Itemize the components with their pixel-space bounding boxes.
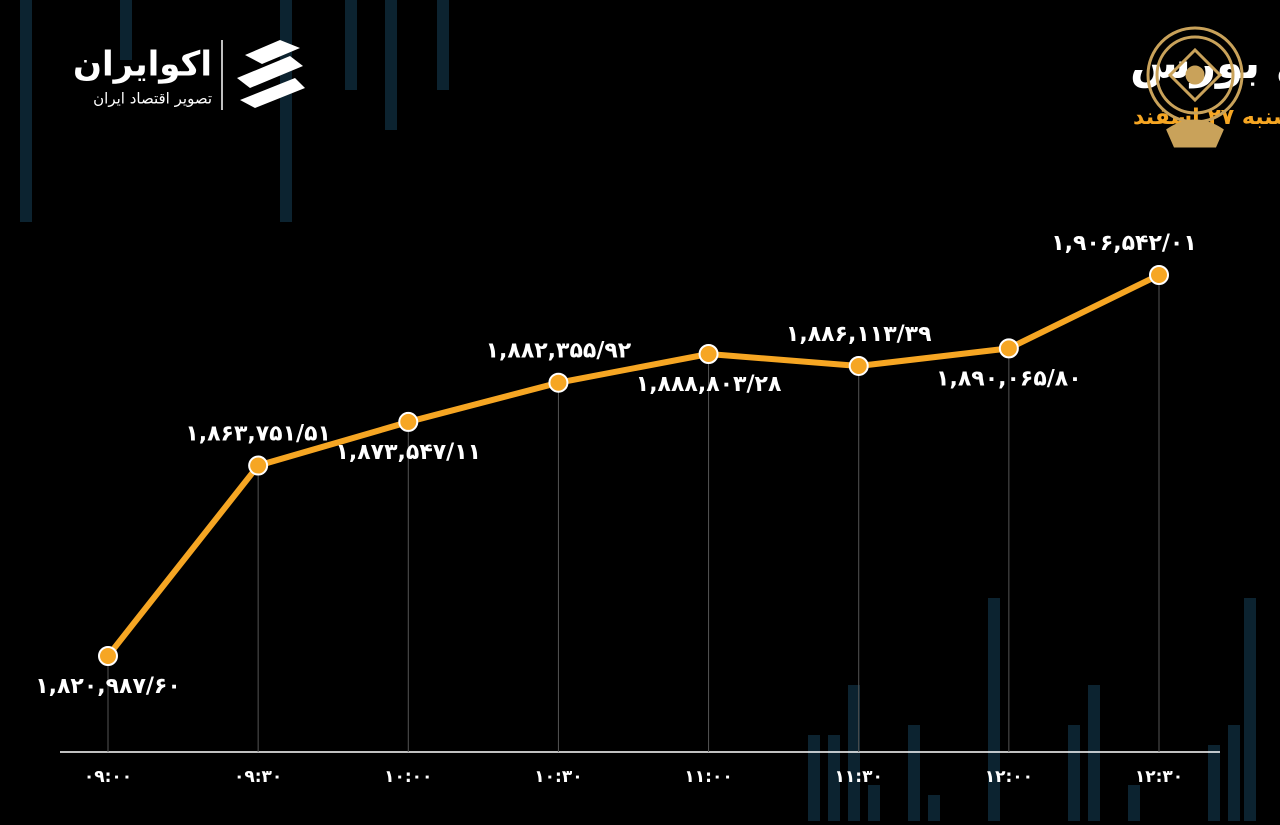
x-tick-label: ۱۲:۰۰ — [985, 767, 1033, 787]
data-point — [248, 455, 269, 476]
data-label: ۱,۸۸۶,۱۱۳/۳۹ — [786, 322, 932, 347]
data-label: ۱,۹۰۶,۵۴۲/۰۱ — [1051, 231, 1197, 256]
data-point — [998, 338, 1019, 359]
data-label: ۱,۸۷۳,۵۴۷/۱۱ — [335, 440, 481, 465]
x-tick-label: ۱۰:۰۰ — [384, 767, 432, 787]
data-point — [848, 355, 869, 376]
exchange-emblem — [1146, 26, 1244, 148]
brand-name: اکوایران — [73, 45, 212, 85]
data-point — [548, 372, 569, 393]
data-label: ۱,۸۹۰,۰۶۵/۸۰ — [936, 366, 1082, 391]
data-label: ۱,۸۸۸,۸۰۳/۲۸ — [636, 372, 782, 397]
data-point — [1149, 265, 1169, 285]
x-tick-label: ۱۱:۳۰ — [835, 767, 883, 787]
data-point — [398, 411, 419, 432]
data-point — [698, 343, 719, 364]
chart-title: روند شاخص کل بورس — [1130, 38, 1280, 89]
brand-tagline: تصویر اقتصاد ایران — [93, 90, 212, 108]
x-tick-label: ۰۹:۰۰ — [84, 767, 132, 787]
background-candles — [20, 0, 1256, 821]
data-label: ۱,۸۸۲,۳۵۵/۹۲ — [486, 339, 632, 364]
brand-logo — [237, 40, 305, 108]
data-label: ۱,۸۶۳,۷۵۱/۵۱ — [185, 422, 331, 447]
data-label: ۱,۸۲۰,۹۸۷/۶۰ — [35, 674, 181, 699]
x-tick-label: ۰۹:۳۰ — [234, 767, 282, 787]
index-line — [105, 272, 1161, 658]
x-tick-label: ۱۱:۰۰ — [684, 767, 732, 787]
x-tick-label: ۱۰:۳۰ — [534, 767, 582, 787]
data-point — [98, 646, 118, 666]
x-tick-label: ۱۲:۳۰ — [1135, 767, 1183, 787]
